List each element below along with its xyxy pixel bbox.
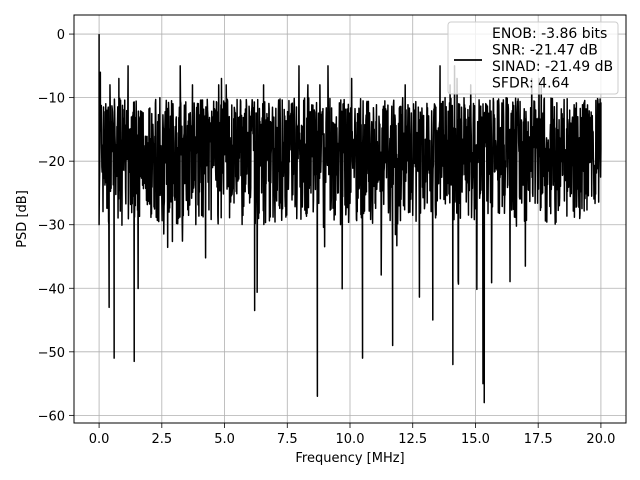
y-axis: 0 −10 −20 −30 −40 −50 −60	[38, 28, 74, 424]
y-tick-label: −60	[38, 409, 65, 424]
y-tick-label: −40	[38, 282, 65, 297]
x-tick-label: 17.5	[524, 432, 553, 447]
x-tick-label: 2.5	[151, 432, 172, 447]
legend-entry: SFDR: 4.64	[492, 76, 569, 92]
x-axis-label: Frequency [MHz]	[295, 451, 404, 466]
psd-series-line	[98, 34, 602, 404]
x-tick-label: 0.0	[89, 432, 110, 447]
x-tick-label: 15.0	[461, 432, 490, 447]
x-tick-label: 7.5	[277, 432, 298, 447]
x-tick-label: 12.5	[398, 432, 427, 447]
x-axis: 0.0 2.5 5.0 7.5 10.0 12.5 15.0 17.5 20.0	[89, 423, 615, 447]
y-axis-label: PSD [dB]	[15, 190, 30, 248]
legend-entry: ENOB: -3.86 bits	[492, 26, 607, 42]
y-tick-label: −10	[38, 92, 65, 107]
y-tick-label: −50	[38, 346, 65, 361]
x-tick-label: 10.0	[336, 432, 365, 447]
y-tick-label: −20	[38, 155, 65, 170]
x-tick-label: 20.0	[586, 432, 615, 447]
legend-box	[447, 21, 619, 95]
y-tick-label: −30	[38, 219, 65, 234]
x-tick-label: 5.0	[214, 432, 235, 447]
legend-entry: SNR: -21.47 dB	[492, 43, 598, 59]
legend-entry: SINAD: -21.49 dB	[492, 59, 613, 75]
y-tick-label: 0	[57, 28, 65, 43]
plot-area	[98, 34, 602, 404]
